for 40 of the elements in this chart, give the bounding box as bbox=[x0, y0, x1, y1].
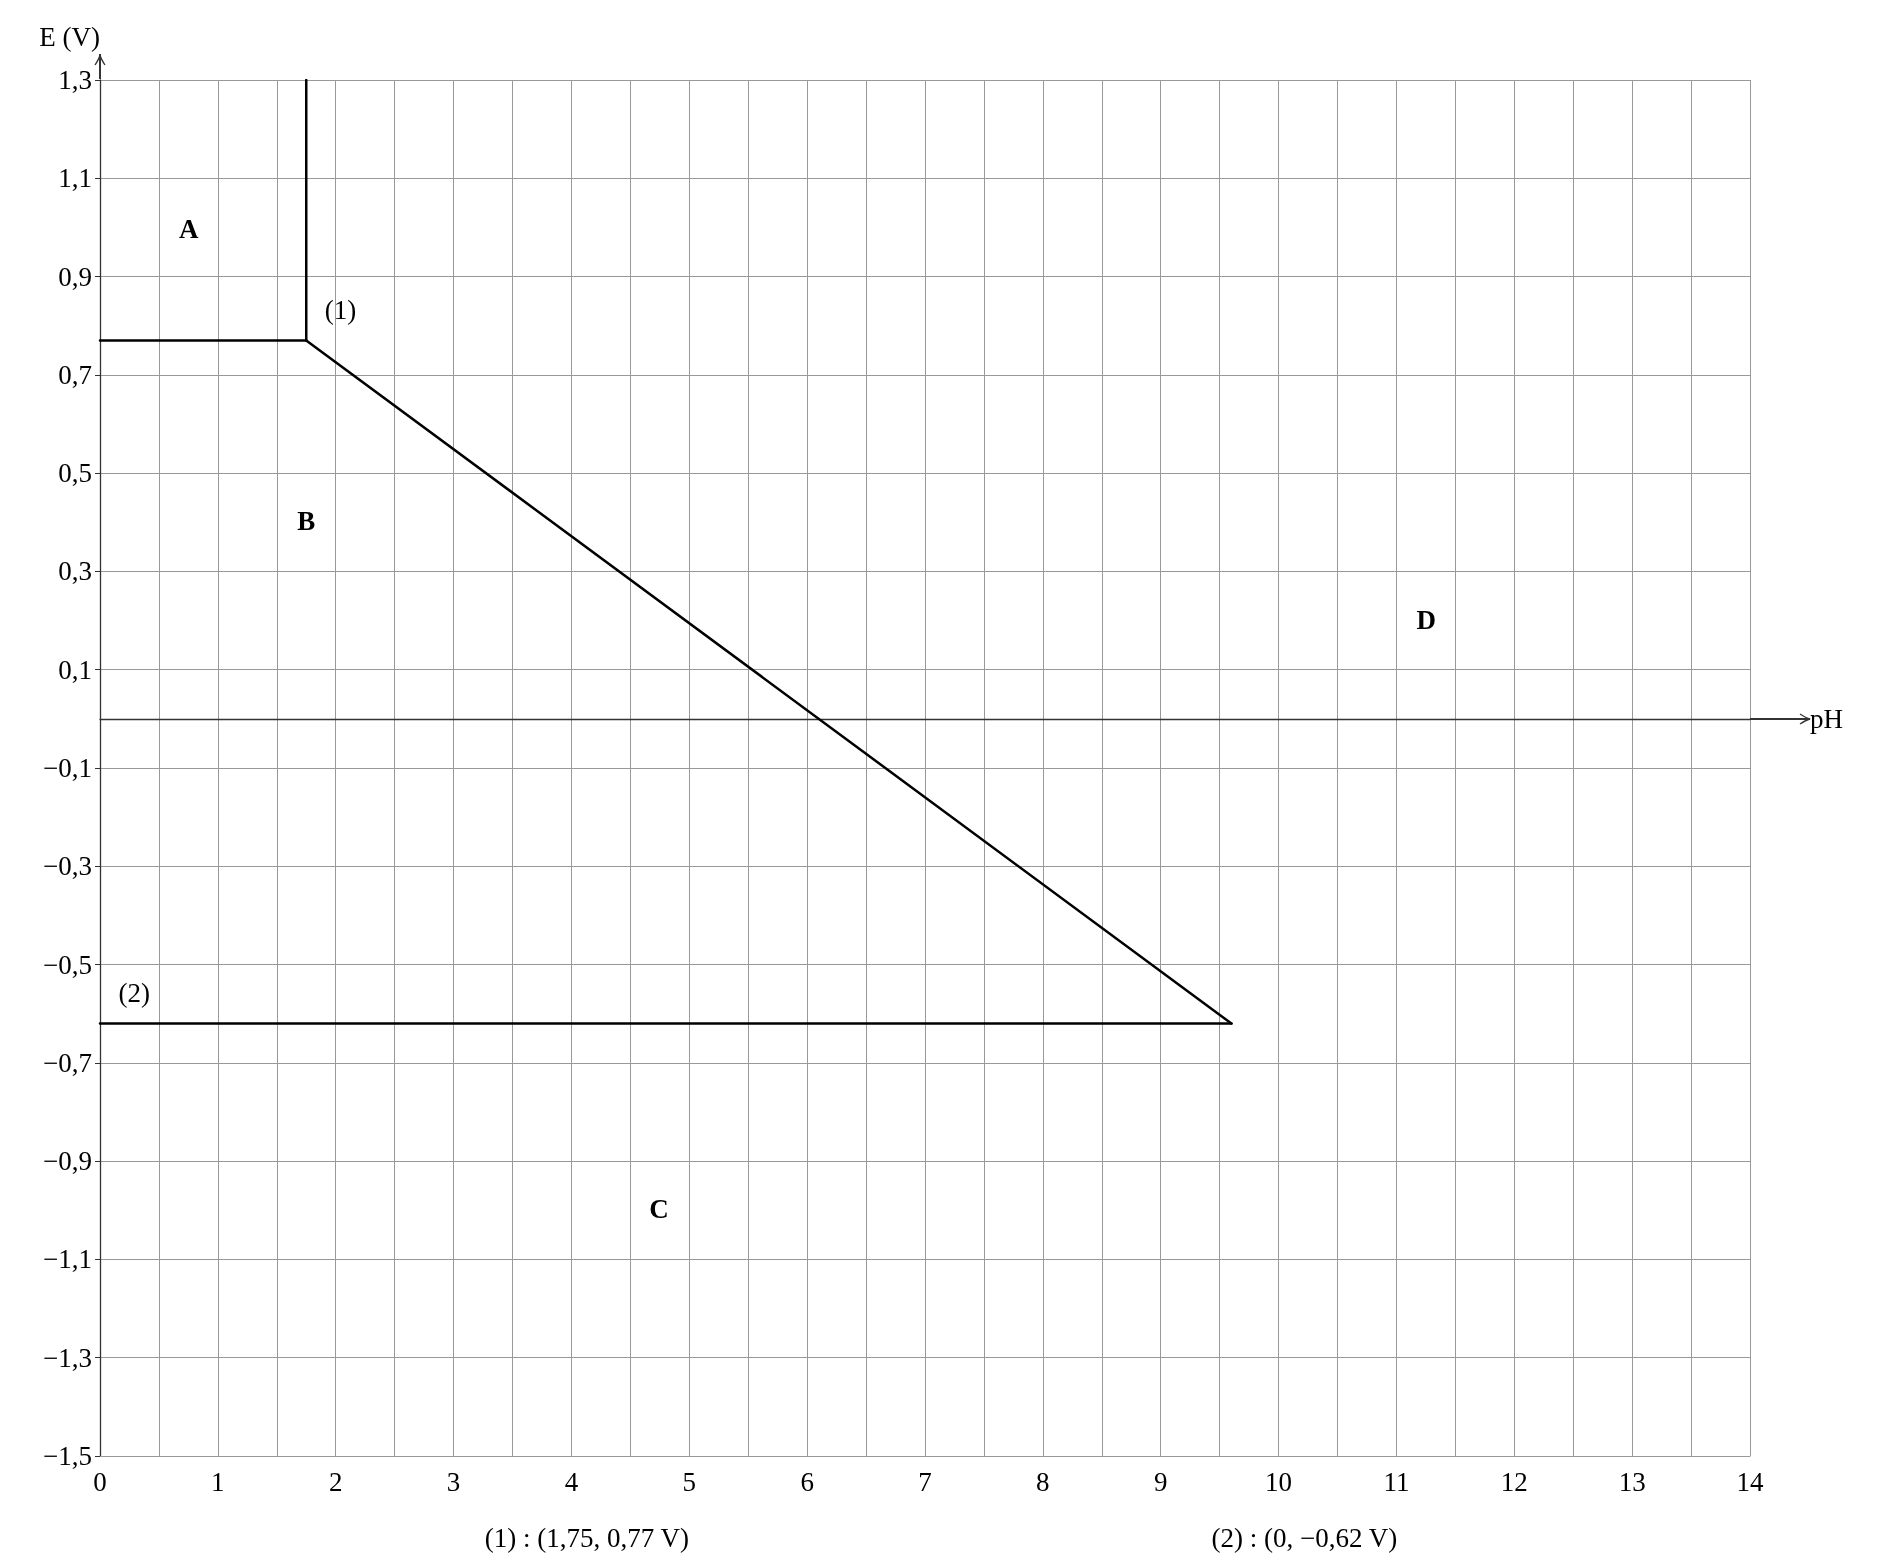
text: (1) : (1,75, 0,77 V) bbox=[484, 1522, 689, 1553]
x-tick-label: 12 bbox=[1500, 1466, 1528, 1497]
y-tick-label: −0,3 bbox=[43, 851, 92, 882]
y-tick-label: −1,5 bbox=[43, 1441, 92, 1471]
x-tick-label: 13 bbox=[1618, 1466, 1646, 1497]
x-tick-label: 0 bbox=[93, 1466, 107, 1497]
y-tick-label: −0,7 bbox=[43, 1047, 92, 1078]
y-tick-label: 0,7 bbox=[58, 359, 92, 390]
x-tick-label: 5 bbox=[682, 1466, 697, 1497]
x-tick-label: 8 bbox=[1036, 1466, 1050, 1497]
annotation: C bbox=[649, 1194, 669, 1225]
x-tick-label: 1 bbox=[211, 1466, 225, 1497]
annotation: (1) bbox=[324, 294, 357, 325]
annotation: B bbox=[297, 506, 316, 537]
x-tick-label: 14 bbox=[1736, 1466, 1764, 1497]
text: (2) : (0, −0,62 V) bbox=[1211, 1522, 1398, 1553]
y-tick-label: 1,1 bbox=[58, 163, 92, 194]
x-axis-title: pH bbox=[1810, 703, 1843, 734]
x-tick-label: 7 bbox=[918, 1466, 932, 1497]
y-tick-label: 0,5 bbox=[58, 458, 92, 489]
x-tick-label: 11 bbox=[1383, 1466, 1410, 1497]
x-tick-label: 3 bbox=[446, 1466, 461, 1497]
y-tick-label: −0,1 bbox=[43, 753, 92, 783]
y-axis-title: E (V) bbox=[39, 21, 100, 52]
x-tick-label: 9 bbox=[1153, 1466, 1168, 1497]
y-tick-label: 0,3 bbox=[58, 556, 92, 587]
y-tick-label: 1,3 bbox=[58, 65, 92, 95]
y-tick-label: −1,3 bbox=[43, 1342, 92, 1373]
y-tick-label: 0,9 bbox=[58, 261, 92, 292]
annotation: (2) bbox=[118, 978, 150, 1009]
annotation: A bbox=[179, 214, 199, 245]
y-tick-label: −0,9 bbox=[43, 1146, 92, 1177]
y-tick-label: −0,5 bbox=[43, 949, 92, 980]
x-tick-label: 10 bbox=[1265, 1466, 1293, 1497]
x-tick-label: 6 bbox=[800, 1466, 814, 1497]
y-tick-label: 0,1 bbox=[58, 654, 92, 685]
y-tick-label: −1,1 bbox=[43, 1244, 92, 1275]
annotation: D bbox=[1416, 605, 1437, 636]
x-tick-label: 4 bbox=[564, 1466, 579, 1497]
x-tick-label: 2 bbox=[328, 1466, 343, 1497]
